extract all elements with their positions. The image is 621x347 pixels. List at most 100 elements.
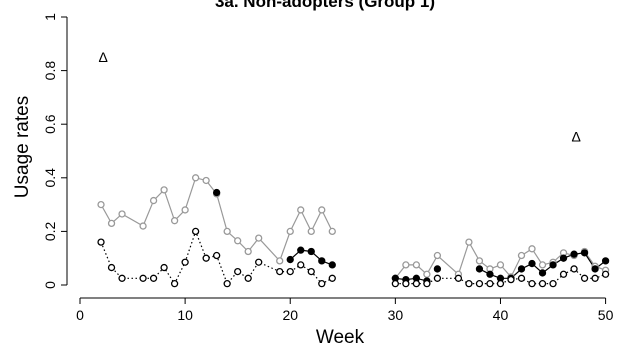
dotted-series-point (433, 274, 442, 282)
grey-series-point (118, 210, 126, 218)
solid-series-point (318, 257, 326, 265)
series-lines (100, 177, 606, 285)
dotted-series-point (454, 274, 463, 282)
y-tick-label: 0.4 (42, 168, 58, 188)
grey-series-point (202, 176, 210, 185)
grey-series-point (475, 257, 484, 265)
solid-series-point (538, 269, 547, 277)
grey-series-point (276, 257, 284, 265)
dotted-series-point (412, 280, 421, 288)
solid-series-point (559, 254, 568, 262)
solid-series-point (486, 270, 494, 278)
dotted-series-point (276, 267, 284, 276)
grey-series-point (423, 270, 431, 278)
grey-series-point (528, 245, 536, 253)
solid-series-point (528, 259, 536, 268)
solid-series-point (591, 265, 599, 273)
y-tick-label: 0 (42, 281, 58, 289)
grey-series-point (160, 186, 168, 194)
y-tick-label: 0.2 (42, 221, 58, 241)
grey-series-point (234, 237, 242, 245)
solid-series-point (297, 246, 305, 254)
solid-series-point (570, 250, 578, 258)
dotted-series-point (97, 238, 105, 246)
dotted-series-point (118, 274, 126, 282)
series-points (97, 174, 610, 288)
x-tick-label: 20 (282, 307, 298, 323)
grey-series-point (170, 217, 179, 225)
solid-series-point (580, 249, 589, 257)
grey-series-point (465, 238, 473, 246)
y-axis-label: Usage rates (12, 96, 33, 198)
x-tick-label: 30 (388, 307, 404, 323)
grey-series-point (517, 251, 526, 260)
x-tick-label: 10 (177, 307, 193, 323)
solid-series-point (601, 257, 610, 265)
x-tick-label: 0 (76, 307, 84, 323)
dotted-series-point (170, 280, 179, 288)
x-tick-label: 40 (493, 307, 509, 323)
grey-series-point (255, 234, 263, 242)
grey-series-point (433, 251, 442, 260)
grey-series-point (181, 206, 189, 214)
grey-series-point (97, 200, 105, 209)
x-axis-label: Week (316, 327, 365, 347)
chart-title: 3a. Non-adopters (Group 1) (215, 0, 435, 11)
dotted-series-line (395, 268, 606, 285)
dotted-series-point (181, 258, 189, 266)
dotted-series-point (202, 254, 210, 262)
grey-series-point (318, 206, 326, 214)
grey-series-point (496, 261, 505, 269)
grey-series-point (149, 196, 158, 205)
dotted-series-point (391, 280, 400, 288)
x-tick-label: 50 (598, 307, 614, 323)
dotted-series-point (496, 280, 505, 288)
triangle-marker: Δ (98, 49, 107, 65)
y-tick-label: 0.8 (42, 61, 58, 81)
solid-series-point (286, 255, 294, 264)
dotted-series-point (139, 274, 147, 282)
solid-series-line (395, 277, 428, 282)
dotted-series-point (255, 258, 263, 266)
grey-series-point (286, 227, 294, 236)
solid-series-point (213, 188, 221, 197)
dotted-series-point (591, 274, 599, 282)
solid-series-point (328, 261, 336, 269)
y-tick-label: 0.6 (42, 114, 58, 134)
dotted-series-point (570, 265, 578, 273)
grey-series-point (297, 206, 305, 214)
grey-series-point (402, 261, 410, 269)
dotted-series-point (107, 263, 116, 272)
axes: 0 10 20 30 40 50 0 0.2 0.4 0.6 0.8 1 (42, 13, 614, 323)
dotted-series-point (191, 227, 200, 236)
grey-series-point (139, 222, 147, 230)
dotted-series-point (318, 280, 326, 288)
dotted-series-point (601, 270, 610, 278)
solid-series-point (475, 265, 484, 273)
grey-series-point (223, 227, 231, 236)
dotted-series-point (507, 275, 515, 284)
dotted-series-point (549, 280, 557, 288)
dotted-series-point (244, 274, 252, 282)
grey-series-point (191, 174, 200, 182)
dotted-series-point (559, 270, 568, 278)
dotted-series-point (528, 280, 536, 288)
grey-series-point (328, 227, 336, 236)
dotted-series-point (149, 274, 158, 282)
grey-series-point (307, 227, 315, 236)
dotted-series-point (286, 267, 294, 276)
grey-series-point (538, 261, 547, 269)
dotted-series-point (475, 280, 484, 288)
dotted-series-point (517, 274, 526, 282)
solid-series-point (549, 261, 557, 269)
dotted-series-point (234, 267, 242, 276)
grey-series-point (244, 247, 252, 256)
triangle-marker: Δ (571, 128, 580, 144)
solid-series-point (307, 247, 315, 256)
dotted-series-point (486, 280, 494, 288)
dotted-series-point (402, 280, 410, 288)
dotted-series-point (580, 274, 589, 282)
grey-series-point (107, 219, 116, 228)
dotted-series-point (328, 274, 336, 282)
